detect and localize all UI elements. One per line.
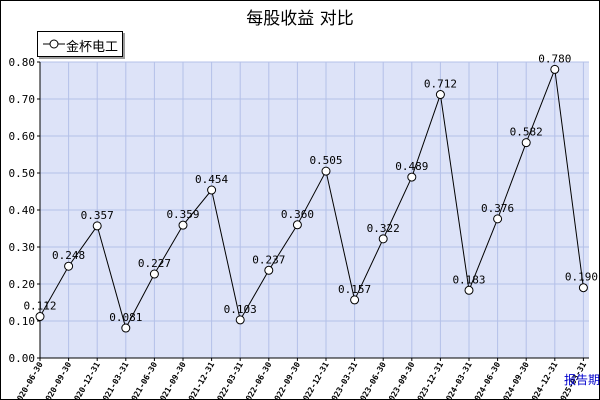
data-point [321,166,331,176]
data-label: 0.322 [367,222,400,235]
y-tick-label: 0.50 [9,167,36,180]
data-label: 0.359 [166,208,199,221]
legend-label: 金杯电工 [66,40,119,55]
data-point [207,185,217,195]
data-point [35,312,45,322]
data-label: 0.190 [565,271,598,284]
x-tick-label: 2020-06-30 [13,360,45,400]
x-tick-label: 2023-12-31 [413,360,445,400]
data-point [464,285,474,295]
y-tick-label: 0.20 [9,278,36,291]
y-tick-label: 0.40 [9,204,36,217]
data-label: 0.454 [195,173,228,186]
data-label: 0.489 [395,160,428,173]
x-axis-title: 报告期 [564,372,600,387]
x-tick-label: 2020-12-31 [70,360,102,400]
x-tick-label: 2024-06-30 [470,360,502,400]
data-label: 0.376 [481,202,514,215]
series-line [39,69,584,330]
x-tick-label: 2021-03-31 [99,360,131,400]
data-label: 0.157 [338,283,371,296]
x-tick-label: 2021-06-30 [127,360,159,400]
data-point [149,269,159,279]
data-point [407,172,417,182]
data-point [521,138,531,148]
x-tick-label: 2020-09-30 [41,360,73,400]
y-tick-label: 0.70 [9,93,36,106]
data-label: 0.248 [52,249,85,262]
x-tick-label: 2022-12-31 [299,360,331,400]
y-tick-label: 0.00 [9,352,36,365]
data-label: 0.103 [224,303,257,316]
data-point [350,295,360,305]
data-point [121,323,131,333]
y-tick-label: 0.80 [9,56,36,69]
legend-marker-icon [43,39,65,49]
y-tick-label: 0.60 [9,130,36,143]
data-label: 0.227 [138,257,171,270]
x-tick-label: 2022-03-31 [213,360,245,400]
data-point [292,220,302,230]
data-point [578,283,588,293]
data-label: 0.360 [281,208,314,221]
data-label: 0.081 [109,311,142,324]
x-tick-label: 2022-06-30 [242,360,274,400]
data-label: 0.183 [452,273,485,286]
data-point [92,221,102,231]
data-label: 0.112 [23,300,56,313]
y-tick-label: 0.10 [9,315,36,328]
y-tick-label: 0.30 [9,241,36,254]
x-tick-label: 2021-09-30 [156,360,188,400]
data-point [178,220,188,230]
x-tick-label: 2024-12-31 [528,360,560,400]
chart-title: 每股收益 对比 [246,9,354,29]
data-point [550,64,560,74]
x-tick-label: 2021-12-31 [184,360,216,400]
x-tick-label: 2024-09-30 [499,360,531,400]
data-point [235,315,245,325]
x-tick-label: 2023-06-30 [356,360,388,400]
x-tick-label: 2023-03-31 [327,360,359,400]
data-point [378,234,388,244]
data-point [493,214,503,224]
x-tick-label: 2022-09-30 [270,360,302,400]
legend: 金杯电工 [37,31,123,57]
data-label: 0.237 [252,253,285,266]
data-point [64,261,74,271]
x-tick-label: 2023-09-30 [385,360,417,400]
x-tick-label: 2024-03-31 [442,360,474,400]
data-label: 0.780 [538,52,571,65]
data-label: 0.357 [81,209,114,222]
data-label: 0.505 [309,154,342,167]
data-label: 0.582 [510,126,543,139]
data-point [435,90,445,100]
data-point [264,265,274,275]
data-label: 0.712 [424,78,457,91]
